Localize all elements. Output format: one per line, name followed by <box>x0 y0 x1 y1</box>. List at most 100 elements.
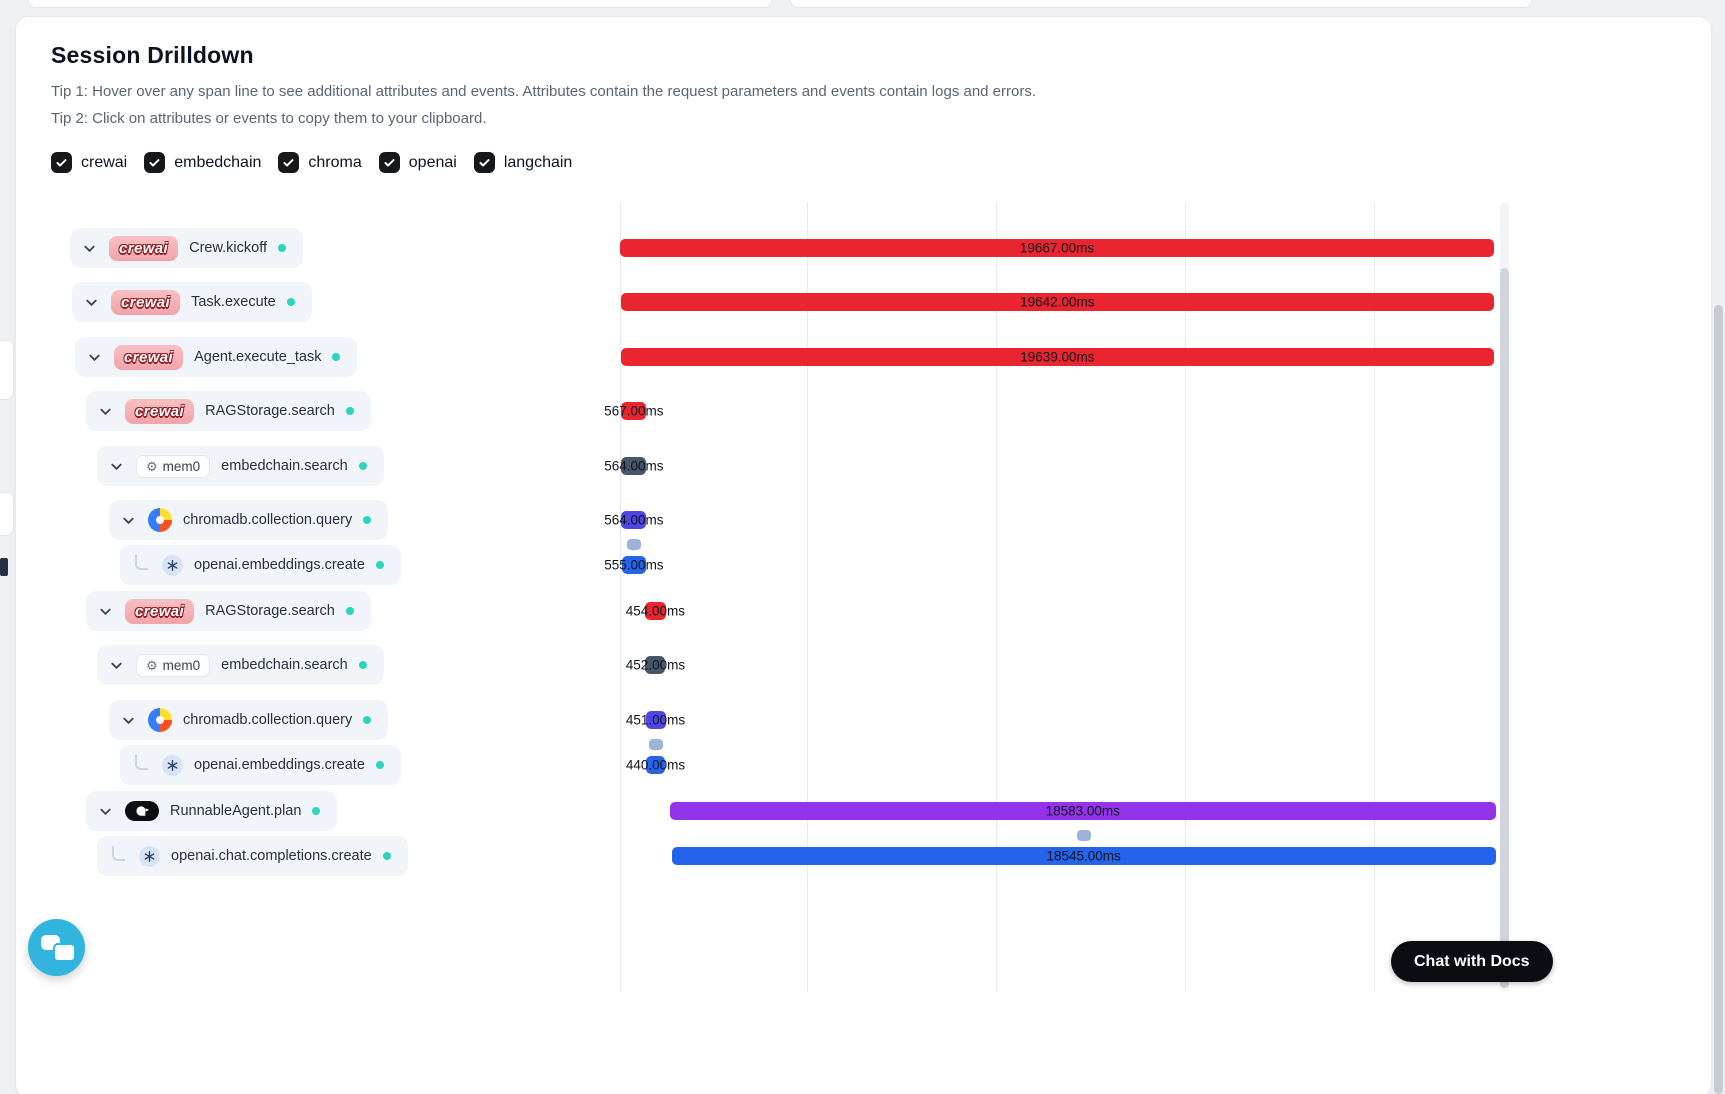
chevron-down-icon[interactable] <box>109 658 125 673</box>
filter-checkbox[interactable]: chroma <box>278 152 362 173</box>
checkbox-checked-icon[interactable] <box>378 152 400 173</box>
span-label-chip[interactable]: chromadb.collection.query <box>109 700 389 740</box>
span-label-chip[interactable]: crewai RAGStorage.search <box>86 391 371 431</box>
span-duration-bar[interactable]: 564.00ms <box>604 457 664 475</box>
span-duration-bar[interactable]: 451.00ms <box>626 711 685 729</box>
timeline-gridline <box>1185 202 1186 992</box>
trace-row: crewai RAGStorage.search 454.00ms <box>0 591 1510 631</box>
duration-label: 454.00ms <box>625 603 686 619</box>
events-bubble-icon[interactable] <box>648 739 663 751</box>
checkbox-checked-icon[interactable] <box>473 152 495 173</box>
chevron-down-icon[interactable] <box>98 404 114 419</box>
gear-icon: ⚙ <box>146 657 158 673</box>
span-duration-bar[interactable]: 19639.00ms <box>621 348 1494 366</box>
openai-logo <box>162 754 183 776</box>
page-title: Session Drilldown <box>51 42 254 68</box>
duration-label: 440.00ms <box>625 757 686 773</box>
span-label-chip[interactable]: crewai Crew.kickoff <box>70 228 304 268</box>
span-label-chip[interactable]: crewai Task.execute <box>72 282 312 322</box>
filter-label: crewai <box>81 153 128 171</box>
timeline-gridline <box>620 202 621 992</box>
tree-connector-icon <box>135 554 148 570</box>
duration-label: 564.00ms <box>604 512 664 528</box>
span-duration-bar[interactable]: 440.00ms <box>626 756 685 774</box>
chat-with-docs-button[interactable]: Chat with Docs <box>1391 941 1553 982</box>
status-dot <box>345 407 354 415</box>
crewai-logo: crewai <box>125 398 195 424</box>
span-label-chip[interactable]: chromadb.collection.query <box>109 500 389 540</box>
chevron-down-icon[interactable] <box>98 804 114 819</box>
openai-logo <box>162 554 183 576</box>
span-label-chip[interactable]: RunnableAgent.plan <box>86 791 338 831</box>
duration-label: 19639.00ms <box>1020 349 1095 365</box>
span-label-chip[interactable]: crewai RAGStorage.search <box>86 591 371 631</box>
span-label-chip[interactable]: crewai Agent.execute_task <box>75 337 358 377</box>
duration-label: 452.00ms <box>625 657 686 673</box>
timeline-gridline <box>1374 202 1375 992</box>
span-duration-bar[interactable]: 18545.00ms <box>671 847 1496 865</box>
status-dot <box>382 852 391 860</box>
chevron-down-icon[interactable] <box>87 350 103 365</box>
span-label-chip[interactable]: openai.embeddings.create <box>120 745 401 785</box>
trace-row: chromadb.collection.query 564.00ms <box>0 500 1510 540</box>
status-dot <box>278 244 287 252</box>
timeline-gridline <box>996 202 997 992</box>
filter-label: langchain <box>503 153 573 171</box>
span-duration-bar[interactable]: 567.00ms <box>604 402 663 420</box>
span-name: openai.embeddings.create <box>194 557 365 573</box>
checkbox-checked-icon[interactable] <box>278 152 300 173</box>
trace-row: crewai Agent.execute_task 19639.00ms <box>0 337 1510 377</box>
gear-icon: ⚙ <box>146 458 158 474</box>
crewai-logo: crewai <box>114 344 184 370</box>
duration-label: 19642.00ms <box>1020 294 1095 310</box>
filter-checkbox[interactable]: crewai <box>51 152 127 173</box>
status-dot <box>312 807 321 815</box>
span-duration-bar[interactable]: 18583.00ms <box>669 802 1496 820</box>
trace-row: ⚙ mem0 embedchain.search 452.00ms <box>0 645 1510 685</box>
span-duration-bar[interactable]: 452.00ms <box>626 656 685 674</box>
filter-label: chroma <box>308 153 362 171</box>
chevron-down-icon[interactable] <box>121 713 137 728</box>
status-dot <box>358 462 367 470</box>
chevron-down-icon[interactable] <box>121 513 137 528</box>
span-name: chromadb.collection.query <box>183 512 353 528</box>
chat-widget-button[interactable] <box>28 919 85 976</box>
mem0-logo: ⚙ mem0 <box>136 454 211 478</box>
span-label-chip[interactable]: ⚙ mem0 embedchain.search <box>97 645 384 685</box>
crewai-logo: crewai <box>111 289 181 315</box>
chevron-down-icon[interactable] <box>82 241 98 256</box>
trace-row: crewai Task.execute 19642.00ms <box>0 282 1510 322</box>
chevron-down-icon[interactable] <box>84 295 100 310</box>
mem0-logo: ⚙ mem0 <box>136 653 211 677</box>
filter-checkbox[interactable]: embedchain <box>144 152 261 173</box>
span-duration-bar[interactable]: 19667.00ms <box>620 239 1494 257</box>
trace-row: RunnableAgent.plan 18583.00ms <box>0 791 1510 831</box>
events-bubble-icon[interactable] <box>626 539 641 551</box>
span-duration-bar[interactable]: 564.00ms <box>604 511 664 529</box>
checkbox-checked-icon[interactable] <box>51 152 72 173</box>
span-name: openai.chat.completions.create <box>171 848 372 864</box>
chevron-down-icon[interactable] <box>98 604 114 619</box>
span-name: RAGStorage.search <box>205 403 335 419</box>
checkbox-checked-icon[interactable] <box>144 152 166 173</box>
span-duration-bar[interactable]: 454.00ms <box>626 602 685 620</box>
filter-checkbox[interactable]: openai <box>378 152 457 173</box>
span-label-chip[interactable]: openai.embeddings.create <box>120 545 401 585</box>
chevron-down-icon[interactable] <box>109 459 125 474</box>
events-bubble-icon[interactable] <box>1076 830 1091 842</box>
status-dot <box>358 661 367 669</box>
span-label-chip[interactable]: openai.chat.completions.create <box>97 836 408 876</box>
trace-row: crewai Crew.kickoff 19667.00ms <box>0 228 1510 268</box>
page-scrollbar[interactable] <box>1714 305 1723 1094</box>
filter-checkbox[interactable]: langchain <box>473 152 573 173</box>
panel-scrollbar[interactable] <box>1500 268 1509 988</box>
status-dot <box>375 561 384 569</box>
span-duration-bar[interactable]: 19642.00ms <box>620 293 1494 311</box>
span-name: embedchain.search <box>221 657 348 673</box>
langchain-logo <box>125 801 159 821</box>
span-label-chip[interactable]: ⚙ mem0 embedchain.search <box>97 446 384 486</box>
background-fragment <box>0 558 8 576</box>
span-name: Crew.kickoff <box>189 240 268 256</box>
span-duration-bar[interactable]: 555.00ms <box>604 556 664 574</box>
